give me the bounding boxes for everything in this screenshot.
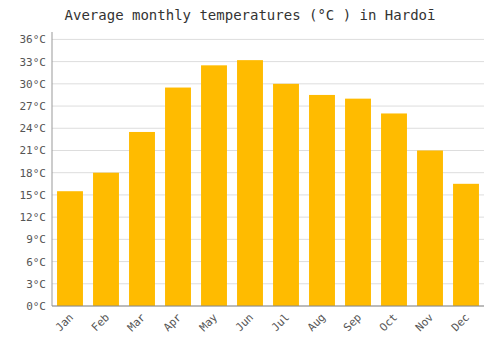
y-tick-label: 0°C	[26, 300, 46, 313]
bar	[93, 173, 119, 306]
grid-line	[52, 61, 484, 62]
bar	[273, 84, 299, 306]
x-tick-label: Feb	[89, 311, 112, 334]
y-tick-label: 6°C	[26, 256, 46, 269]
x-tick-label: Sep	[341, 311, 364, 334]
y-tick-label: 12°C	[20, 211, 47, 224]
grid-line	[52, 83, 484, 84]
x-tick-label: Aug	[305, 311, 328, 334]
grid-line	[52, 128, 484, 129]
y-tick-label: 15°C	[20, 189, 47, 202]
y-tick-label: 30°C	[20, 78, 47, 91]
x-tick-label: Mar	[125, 311, 149, 335]
chart-title: Average monthly temperatures (°C ) in Ha…	[65, 7, 436, 23]
bar	[345, 99, 371, 306]
x-tick-label: Nov	[413, 311, 437, 335]
y-tick-label: 3°C	[26, 278, 46, 291]
y-tick-label: 33°C	[20, 56, 47, 69]
y-tick-label: 21°C	[20, 144, 47, 157]
grid-line	[52, 39, 484, 40]
bar	[201, 65, 227, 306]
y-grid	[52, 39, 484, 306]
x-tick-label: Jun	[233, 311, 256, 334]
x-tick-label: Jul	[269, 311, 292, 334]
bar	[57, 191, 83, 306]
bar	[165, 88, 191, 306]
y-axis-line	[52, 32, 53, 306]
y-tick-label: 9°C	[26, 233, 46, 246]
chart-container: Average monthly temperatures (°C ) in Ha…	[0, 0, 500, 350]
bar	[309, 95, 335, 306]
y-tick-label: 18°C	[20, 167, 47, 180]
y-tick-label: 36°C	[20, 33, 47, 46]
bar	[453, 184, 479, 306]
bar	[417, 150, 443, 306]
grid-line	[52, 306, 484, 307]
x-tick-label: Oct	[377, 311, 400, 334]
bar	[129, 132, 155, 306]
y-tick-label: 24°C	[20, 122, 47, 135]
x-tick-label: May	[197, 311, 221, 335]
chart-svg: Average monthly temperatures (°C ) in Ha…	[0, 0, 500, 350]
y-tick-labels: 0°C 3°C 6°C 9°C 12°C 15°C 18°C 21°C 24°C 27°C 30°C…	[20, 33, 47, 313]
x-tick-label: Jan	[53, 311, 76, 334]
x-tick-label: Apr	[161, 311, 185, 335]
grid-line	[52, 106, 484, 107]
x-axis-line	[52, 306, 484, 307]
bar	[237, 60, 263, 306]
x-tick-labels: Jan Feb Mar Apr May Jun Jul Aug Sep Oct Nov Dec	[53, 311, 472, 335]
y-tick-label: 27°C	[20, 100, 47, 113]
x-tick-label: Dec	[449, 311, 472, 334]
bars	[57, 60, 479, 306]
bar	[381, 113, 407, 306]
